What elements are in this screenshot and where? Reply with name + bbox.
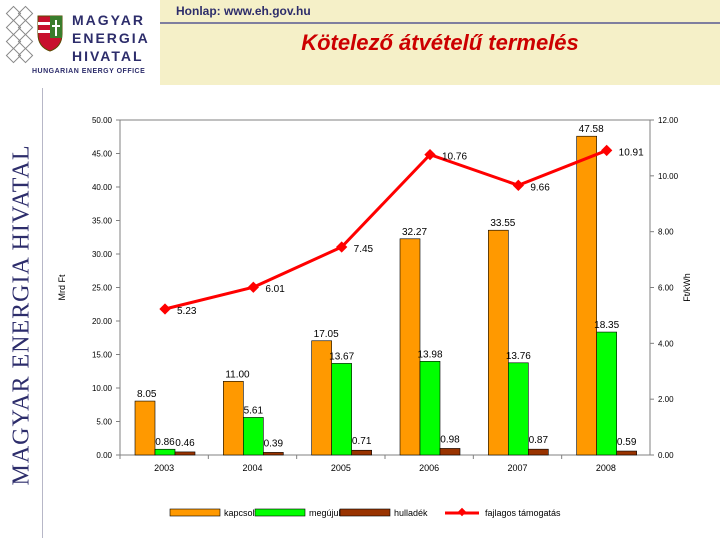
data-label-kapcsolt: 32.27 bbox=[402, 227, 427, 238]
data-label-megujulo: 5.61 bbox=[244, 405, 264, 416]
legend-swatch-hulladek bbox=[339, 508, 391, 517]
x-axis-category-label: 2004 bbox=[242, 463, 262, 473]
vertical-rule bbox=[42, 88, 43, 538]
y-axis-tick-label: 30.00 bbox=[92, 250, 113, 259]
bar-megujulo bbox=[243, 417, 264, 456]
bar-kapcsolt bbox=[576, 135, 597, 456]
data-label-fajlagos-tamogatas: 7.45 bbox=[354, 244, 374, 255]
bar-megujulo bbox=[596, 331, 617, 456]
x-axis-category-label: 2005 bbox=[331, 463, 351, 473]
logo-line-3: HIVATAL bbox=[72, 48, 144, 64]
data-label-fajlagos-tamogatas: 6.01 bbox=[265, 284, 285, 295]
line-point-fajlagos-tamogatas bbox=[159, 303, 171, 315]
plot-area bbox=[119, 119, 651, 456]
bar-kapcsolt bbox=[488, 229, 509, 456]
bar-hulladek bbox=[263, 452, 284, 456]
y-axis-tick-label: 15.00 bbox=[92, 351, 113, 360]
data-label-fajlagos-tamogatas: 10.91 bbox=[619, 147, 644, 158]
legend-marker-fajlagos bbox=[457, 507, 467, 517]
bar-megujulo bbox=[154, 448, 176, 456]
y2-axis-tick-label: 4.00 bbox=[658, 339, 674, 348]
data-label-megujulo: 0.86 bbox=[155, 437, 175, 448]
x-axis-category-label: 2006 bbox=[419, 463, 439, 473]
data-label-hulladek: 0.39 bbox=[264, 438, 284, 449]
data-label-kapcsolt: 33.55 bbox=[490, 218, 515, 229]
y-axis-title: Mrd Ft bbox=[57, 274, 67, 300]
homepage-url[interactable]: Honlap: www.eh.gov.hu bbox=[176, 4, 311, 18]
header-banner bbox=[160, 0, 720, 85]
y-axis-tick-label: 50.00 bbox=[92, 116, 113, 125]
logo-line-1: MAGYAR bbox=[72, 12, 145, 28]
energy-office-logo: MAGYAR ENERGIA HIVATAL HUNGARIAN ENERGY … bbox=[4, 4, 154, 82]
y2-axis-title: Ft/kWh bbox=[682, 273, 692, 302]
x-axis-category-label: 2003 bbox=[154, 463, 174, 473]
data-label-hulladek: 0.46 bbox=[175, 438, 195, 449]
data-label-kapcsolt: 11.00 bbox=[225, 369, 250, 380]
production-chart: 0.00 5.00 10.00 15.00 20.00 25.00 30.00 35.00 40… bbox=[57, 116, 692, 518]
data-label-megujulo: 13.76 bbox=[506, 351, 531, 362]
legend-label-hulladek: hulladék bbox=[394, 508, 428, 518]
data-label-fajlagos-tamogatas: 9.66 bbox=[530, 182, 550, 193]
legend-label-megujulo: megújuló bbox=[309, 508, 346, 518]
y-axis-tick-label: 5.00 bbox=[96, 418, 112, 427]
line-point-fajlagos-tamogatas bbox=[336, 241, 348, 253]
vertical-brand-text: MAGYAR ENERGIA HIVATAL bbox=[8, 144, 35, 486]
data-label-hulladek: 0.71 bbox=[352, 436, 372, 447]
bar-hulladek bbox=[351, 449, 372, 456]
bar-megujulo bbox=[419, 361, 441, 456]
coat-of-arms-icon bbox=[37, 15, 63, 52]
bar-hulladek bbox=[528, 448, 549, 456]
legend-swatch-kapcsolt bbox=[169, 508, 221, 517]
legend-label-fajlagos: fajlagos támogatás bbox=[485, 508, 561, 518]
logo-subtitle: HUNGARIAN ENERGY OFFICE bbox=[32, 68, 146, 75]
data-label-kapcsolt: 8.05 bbox=[137, 389, 157, 400]
y-axis-tick-label: 35.00 bbox=[92, 217, 113, 226]
y2-axis-tick-label: 6.00 bbox=[658, 284, 674, 293]
x-axis-category-label: 2007 bbox=[507, 463, 527, 473]
bar-megujulo bbox=[331, 363, 352, 456]
data-label-hulladek: 0.98 bbox=[440, 434, 460, 445]
bar-hulladek bbox=[439, 448, 461, 456]
bar-kapcsolt bbox=[399, 238, 421, 456]
data-label-megujulo: 18.35 bbox=[594, 320, 619, 331]
vertical-brand: MAGYAR ENERGIA HIVATAL bbox=[2, 95, 42, 535]
y2-axis-tick-label: 0.00 bbox=[658, 451, 674, 460]
y-axis-tick-label: 45.00 bbox=[92, 150, 113, 159]
bar-megujulo bbox=[508, 362, 529, 456]
y-axis-tick-label: 10.00 bbox=[92, 384, 113, 393]
x-axis-category-label: 2008 bbox=[596, 463, 616, 473]
y-axis-tick-label: 40.00 bbox=[92, 183, 113, 192]
bar-hulladek bbox=[174, 451, 196, 456]
data-label-fajlagos-tamogatas: 10.76 bbox=[442, 152, 467, 163]
data-label-megujulo: 13.67 bbox=[329, 351, 354, 362]
bar-kapcsolt bbox=[134, 400, 156, 456]
data-label-kapcsolt: 47.58 bbox=[579, 124, 604, 135]
data-label-kapcsolt: 17.05 bbox=[314, 329, 339, 340]
header-divider bbox=[160, 22, 720, 24]
data-label-fajlagos-tamogatas: 5.23 bbox=[177, 306, 197, 317]
data-label-hulladek: 0.59 bbox=[617, 437, 637, 448]
line-point-fajlagos-tamogatas bbox=[247, 281, 259, 293]
y2-axis-tick-label: 2.00 bbox=[658, 395, 674, 404]
legend-swatch-megujulo bbox=[254, 508, 306, 517]
data-label-megujulo: 13.98 bbox=[417, 349, 442, 360]
legend-label-kapcsolt: kapcsolt bbox=[224, 508, 258, 518]
y-axis-tick-label: 25.00 bbox=[92, 284, 113, 293]
bar-hulladek bbox=[616, 450, 637, 456]
data-label-hulladek: 0.87 bbox=[529, 435, 549, 446]
logo-line-2: ENERGIA bbox=[72, 30, 150, 46]
bar-kapcsolt bbox=[223, 380, 244, 456]
slide-title: Kötelező átvételű termelés bbox=[301, 30, 579, 55]
series-line-fajlagos-tamogatas bbox=[164, 149, 608, 311]
line-point-fajlagos-tamogatas bbox=[512, 179, 524, 191]
y-axis-tick-label: 0.00 bbox=[96, 451, 112, 460]
y2-axis-tick-label: 12.00 bbox=[658, 116, 679, 125]
y-axis-tick-label: 20.00 bbox=[92, 317, 113, 326]
y2-axis-tick-label: 8.00 bbox=[658, 228, 674, 237]
y2-axis-tick-label: 10.00 bbox=[658, 172, 679, 181]
